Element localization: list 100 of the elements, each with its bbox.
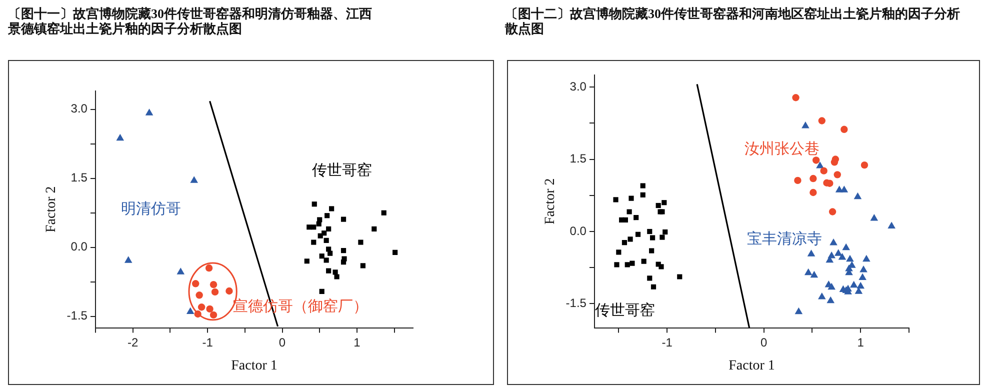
point (850, 280, 858, 288)
point (840, 186, 848, 192)
point (381, 210, 386, 216)
point (810, 270, 818, 278)
y-tick-label: -1.5 (66, 308, 88, 323)
point (807, 250, 816, 256)
point (622, 217, 628, 222)
point (860, 161, 868, 169)
point (840, 126, 848, 134)
point (834, 249, 842, 256)
point (334, 274, 340, 280)
point (802, 122, 810, 128)
x-tick-label: 1 (354, 335, 361, 350)
point (190, 176, 198, 183)
point (311, 224, 316, 230)
point (650, 284, 656, 290)
point (656, 202, 661, 208)
point (624, 262, 630, 268)
point (614, 262, 620, 268)
point (622, 240, 628, 246)
point (856, 282, 865, 289)
series-label: 宝丰清凉寺 (747, 229, 822, 248)
point (360, 263, 366, 268)
point (210, 280, 218, 288)
point (328, 250, 333, 256)
x-tick-label: -1 (662, 335, 673, 350)
point (312, 202, 317, 207)
point (810, 188, 817, 196)
point (812, 156, 820, 164)
point (340, 216, 346, 222)
point (210, 311, 218, 319)
y-axis-title: Factor 2 (543, 178, 558, 225)
point (662, 229, 668, 235)
point (304, 258, 310, 264)
point (196, 292, 203, 299)
point (658, 264, 664, 270)
point (634, 214, 639, 220)
x-tick-label: -1 (202, 335, 214, 350)
point (870, 214, 878, 221)
point (846, 254, 854, 262)
point (311, 240, 316, 245)
x-tick-label: -2 (127, 335, 138, 350)
point (641, 258, 646, 264)
series-label: 传世哥窑 (312, 161, 372, 180)
chart-title: 〔图十二〕故宫博物院藏30件传世哥窑器和河南地区窑址出土瓷片釉的因子分析散点图 (505, 6, 961, 36)
point (340, 260, 346, 265)
point (206, 305, 214, 313)
chart-title: 〔图十一〕故宫博物院藏30件传世哥窑器和明清仿哥釉器、江西景德镇窑址出土瓷片釉的因子分析散点图 (8, 6, 373, 36)
series-label: 传世哥窑 (594, 300, 655, 319)
point (324, 258, 329, 263)
y-tick-label: -1.5 (566, 296, 587, 310)
point (834, 171, 841, 178)
point (858, 273, 866, 280)
point (358, 240, 364, 245)
series-label: 汝州张公巷 (744, 140, 820, 158)
point (794, 176, 802, 184)
y-tick-label: 0.0 (570, 224, 587, 238)
point (226, 287, 233, 295)
point (192, 280, 200, 288)
point (660, 234, 665, 240)
point (340, 248, 346, 254)
point (329, 206, 334, 212)
point (211, 288, 219, 296)
point (392, 250, 398, 255)
point (818, 292, 826, 300)
point (186, 307, 194, 314)
point (818, 117, 826, 124)
y-tick-label: 3.0 (570, 79, 587, 94)
point (326, 268, 332, 274)
point (176, 268, 185, 274)
point (794, 307, 803, 314)
point (628, 236, 633, 242)
point (820, 167, 828, 174)
x-tick-label: 0 (278, 335, 286, 350)
point (649, 248, 654, 254)
point (647, 276, 652, 281)
series-label: 明清仿哥 (121, 199, 182, 218)
point (828, 282, 836, 290)
point (324, 238, 329, 243)
point (613, 197, 618, 202)
point (640, 192, 646, 198)
y-tick-label: 3.0 (70, 102, 88, 116)
point (816, 162, 824, 168)
point (810, 174, 817, 182)
point (838, 253, 846, 260)
point (319, 254, 324, 259)
point (372, 226, 377, 232)
point (198, 304, 206, 311)
point (324, 213, 330, 218)
point (860, 266, 868, 272)
y-tick-label: 0.0 (70, 240, 88, 254)
point (832, 156, 840, 163)
point (830, 238, 838, 246)
y-axis-title: Factor 2 (44, 186, 60, 233)
point (826, 296, 835, 304)
point (318, 233, 323, 238)
x-tick-label: 0 (760, 335, 768, 350)
point (616, 250, 622, 255)
y-tick-label: 1.5 (70, 170, 88, 185)
point (677, 274, 682, 280)
